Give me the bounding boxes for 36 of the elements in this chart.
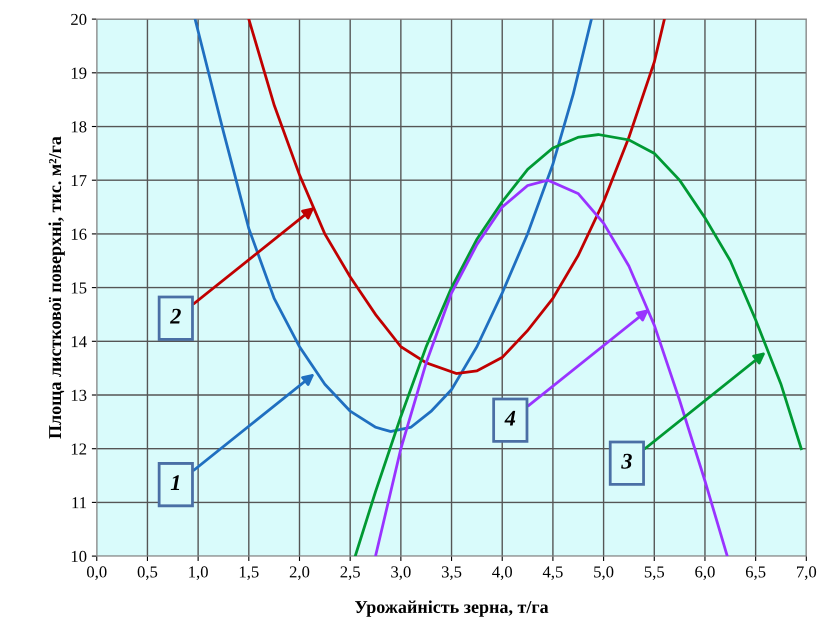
- annotation: 4: [504, 410, 516, 426]
- x-tick-label: 6,0: [695, 566, 715, 580]
- y-tick-label: 16: [72, 228, 87, 240]
- y-tick-label: 14: [72, 336, 87, 348]
- y-tick-label: 17: [72, 174, 87, 186]
- x-tick-label: 1,0: [189, 566, 208, 580]
- y-tick-label: 13: [72, 390, 86, 401]
- x-tick-label: 6,5: [746, 566, 766, 580]
- y-tick-label: 11: [72, 497, 86, 508]
- annotation: 2: [170, 308, 181, 324]
- line-series: [247, 19, 666, 375]
- x-tick-label: 5,5: [644, 566, 664, 580]
- x-tick-label: 3,0: [391, 566, 411, 580]
- x-tick-label: 4,5: [542, 566, 563, 580]
- line-series: [374, 178, 729, 556]
- y-tick-label: 18: [72, 121, 86, 132]
- annotation: 3: [621, 454, 632, 469]
- x-tick-label: 2,5: [340, 566, 360, 580]
- y-tick-label: 20: [71, 14, 86, 26]
- x-tick-label: 0,0: [86, 566, 107, 580]
- annotation: 1: [170, 475, 180, 490]
- x-tick-label: 5,0: [594, 566, 614, 580]
- y-tick-label: 12: [72, 443, 86, 454]
- y-tick-label: 10: [72, 550, 86, 562]
- x-tick-label: 0,5: [138, 566, 158, 580]
- x-tick-label: 4,0: [492, 566, 512, 580]
- x-tick-label: 3,5: [442, 566, 462, 580]
- x-axis-title: Урожайність зерна, т/га: [354, 600, 548, 617]
- y-tick-label: 19: [72, 68, 86, 79]
- x-tick-label: 2,0: [290, 566, 310, 580]
- line-series: [354, 133, 803, 556]
- x-tick-label: 7,0: [797, 566, 816, 580]
- y-tick-label: 15: [72, 282, 86, 294]
- x-tick-label: 1,5: [240, 566, 259, 580]
- line-series: [194, 19, 593, 433]
- y-axis-title: Площа листкової поверхні, тис. м²/га: [48, 136, 65, 439]
